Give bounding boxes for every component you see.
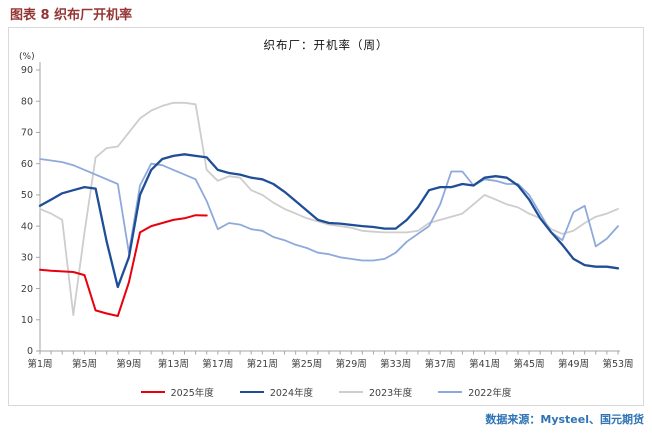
y-axis-unit-label: (%) xyxy=(19,52,35,62)
x-tick-label: 第41周 xyxy=(469,358,500,370)
y-tick-label: 40 xyxy=(21,221,33,232)
x-tick-label: 第33周 xyxy=(380,358,411,370)
x-tick-label: 第21周 xyxy=(247,358,278,370)
legend-label: 2023年度 xyxy=(369,388,413,399)
x-tick-label: 第17周 xyxy=(202,358,233,370)
legend-item-2022: 2022年度 xyxy=(438,385,511,399)
y-tick-label: 60 xyxy=(21,159,33,170)
y-tick-label: 30 xyxy=(21,253,33,264)
data-source-text: 数据来源：Mysteel、国元期货 xyxy=(485,413,644,426)
x-tick-label: 第49周 xyxy=(558,358,589,370)
x-tick-label: 第9周 xyxy=(116,358,141,370)
x-tick-label: 第5周 xyxy=(72,358,97,370)
x-tick-label: 第53周 xyxy=(602,358,633,370)
x-tick-label: 第1周 xyxy=(27,358,52,370)
page-title: 图表 8 织布厂开机率 xyxy=(10,8,133,23)
y-tick-label: 70 xyxy=(21,128,33,139)
y-tick-label: 80 xyxy=(21,96,33,107)
y-tick-label: 10 xyxy=(21,315,33,326)
series-line-2025 xyxy=(39,214,208,317)
y-tick-label: 20 xyxy=(21,284,33,295)
chart-title: 织布厂：开机率（周） xyxy=(263,38,389,52)
legend-label: 2022年度 xyxy=(468,388,512,399)
series-line-2023 xyxy=(39,101,619,317)
x-tick-label: 第45周 xyxy=(514,358,545,370)
x-tick-label: 第13周 xyxy=(158,358,189,370)
x-tick-label: 第25周 xyxy=(291,358,322,370)
legend-swatch xyxy=(339,391,363,393)
legend-item-2023: 2023年度 xyxy=(339,385,412,399)
legend-item-2025: 2025年度 xyxy=(140,385,214,399)
legend-swatch xyxy=(239,391,264,393)
legend-swatch xyxy=(438,391,463,393)
x-tick-label: 第37周 xyxy=(425,358,456,370)
y-tick-label: 0 xyxy=(27,346,33,357)
legend-label: 2024年度 xyxy=(269,388,313,399)
chart-legend: 2025年度 2024年度 2023年度 2022年度 xyxy=(9,385,643,399)
series-line-2022 xyxy=(39,158,619,262)
y-tick-label: 90 xyxy=(21,65,33,76)
x-tick-label: 第29周 xyxy=(336,358,367,370)
series-line-2024 xyxy=(38,153,620,289)
legend-item-2024: 2024年度 xyxy=(239,385,313,399)
legend-swatch xyxy=(140,391,165,393)
y-tick-label: 50 xyxy=(21,190,33,201)
legend-label: 2025年度 xyxy=(170,388,214,399)
